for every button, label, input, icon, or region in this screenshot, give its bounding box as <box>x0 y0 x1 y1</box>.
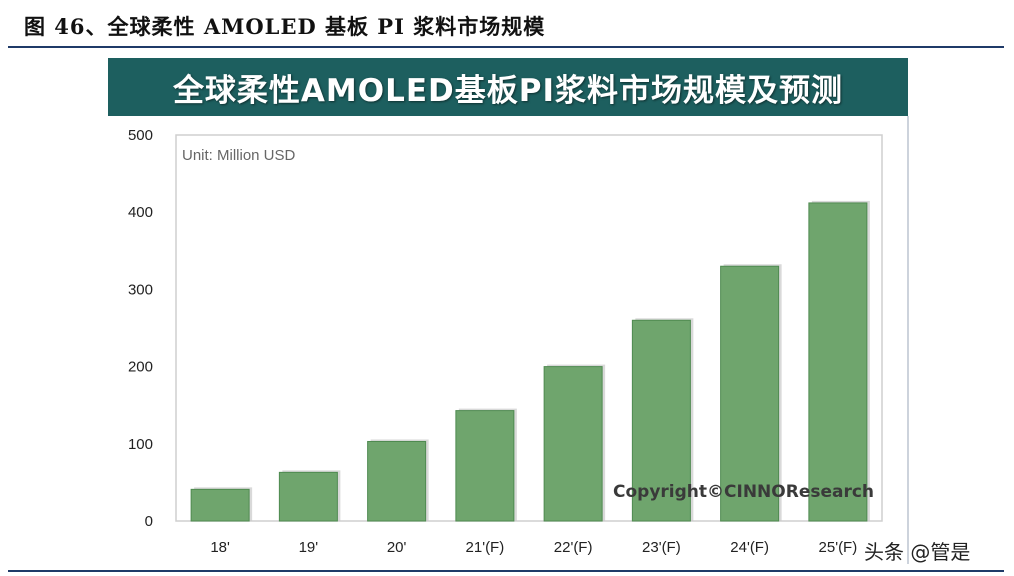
y-tick-label: 400 <box>128 204 153 221</box>
bar-18 <box>190 488 250 522</box>
bar-19 <box>278 471 338 522</box>
bar-21F <box>455 410 515 522</box>
x-category-label: 24'(F) <box>730 539 769 556</box>
x-category-label: 20' <box>387 539 407 556</box>
chart-banner-title: 全球柔性AMOLED基板PI浆料市场规模及预测 <box>108 58 908 116</box>
figure-title: 图 46、全球柔性 AMOLED 基板 PI 浆料市场规模 <box>24 14 546 39</box>
bar-24F <box>720 265 780 522</box>
x-category-label: 19' <box>299 539 319 556</box>
x-category-label: 22'(F) <box>554 539 593 556</box>
plot-area-border <box>175 134 883 522</box>
x-category-label: 18' <box>210 539 230 556</box>
y-tick-label: 300 <box>128 281 153 298</box>
y-tick-label: 100 <box>128 436 153 453</box>
copyright-annotation: Copyright©CINNOResearch <box>613 482 874 502</box>
top-divider <box>8 46 1004 48</box>
y-tick-label: 500 <box>128 127 153 144</box>
x-category-label: 25'(F) <box>819 539 858 556</box>
bottom-divider <box>8 570 1004 572</box>
bar-23F <box>631 319 691 522</box>
y-tick-label: 200 <box>128 359 153 376</box>
watermark: 头条 @管是 <box>864 540 971 564</box>
unit-label: Unit: Million USD <box>182 147 296 164</box>
x-category-label: 21'(F) <box>466 539 505 556</box>
y-tick-label: 0 <box>145 513 153 530</box>
x-category-label: 23'(F) <box>642 539 681 556</box>
bar-20 <box>367 440 427 522</box>
bar-25F <box>808 202 868 522</box>
bar-22F <box>543 366 603 522</box>
chart-frame-edge <box>907 116 909 564</box>
